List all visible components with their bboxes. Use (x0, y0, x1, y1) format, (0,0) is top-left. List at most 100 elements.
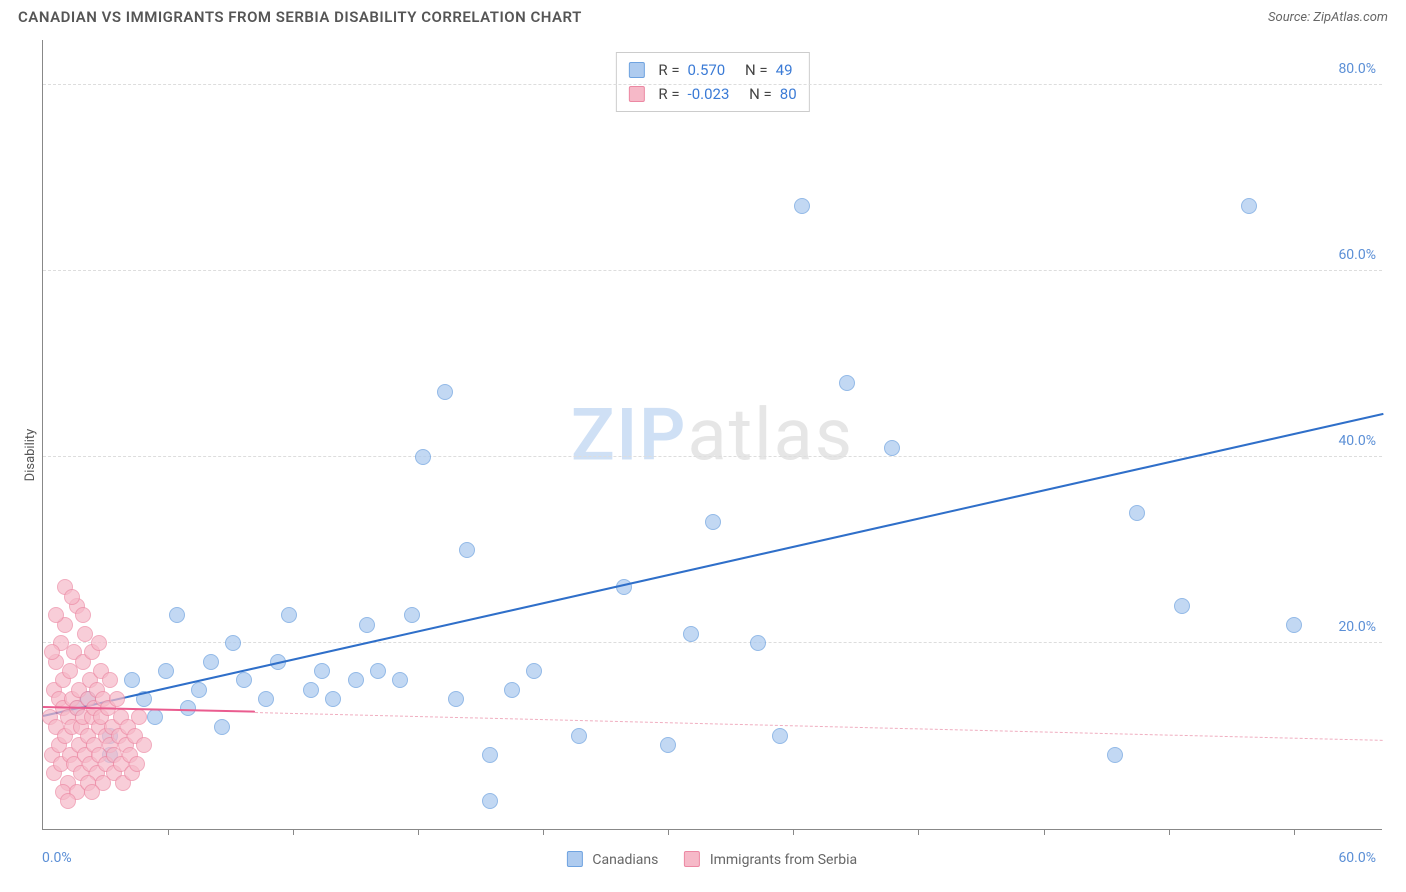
scatter-point (683, 626, 699, 642)
scatter-point (392, 672, 408, 688)
swatch-canadians-icon (628, 62, 644, 78)
plot-area: ZIPatlas R = 0.570 N = 49 R = -0.023 N =… (42, 40, 1382, 830)
scatter-point (314, 663, 330, 679)
scatter-point (750, 635, 766, 651)
scatter-point (136, 737, 152, 753)
scatter-point (203, 654, 219, 670)
swatch-immigrants-icon (684, 851, 700, 867)
scatter-point (1174, 598, 1190, 614)
chart-title: CANADIAN VS IMMIGRANTS FROM SERBIA DISAB… (18, 8, 582, 26)
x-tick (793, 829, 794, 835)
legend-label-immigrants: Immigrants from Serbia (710, 852, 857, 868)
scatter-point (1286, 617, 1302, 633)
scatter-point (370, 663, 386, 679)
scatter-point (236, 672, 252, 688)
chart-header: CANADIAN VS IMMIGRANTS FROM SERBIA DISAB… (0, 0, 1406, 30)
scatter-point (325, 691, 341, 707)
scatter-point (404, 607, 420, 623)
scatter-point (281, 607, 297, 623)
y-axis-label: Disability (23, 429, 38, 482)
scatter-point (482, 793, 498, 809)
swatch-canadians-icon (567, 851, 583, 867)
scatter-point (109, 691, 125, 707)
watermark-atlas: atlas (687, 392, 854, 477)
scatter-point (60, 793, 76, 809)
r-value-immigrants: -0.023 (688, 82, 730, 106)
scatter-point (459, 542, 475, 558)
x-tick (1169, 829, 1170, 835)
r-value-canadians: 0.570 (688, 58, 726, 82)
trend-line (255, 712, 1383, 741)
bottom-legend: Canadians Immigrants from Serbia (567, 851, 857, 868)
watermark: ZIPatlas (571, 392, 854, 477)
scatter-point (571, 728, 587, 744)
swatch-immigrants-icon (628, 86, 644, 102)
scatter-point (75, 607, 91, 623)
scatter-point (64, 589, 80, 605)
y-tick-label: 60.0% (1338, 247, 1376, 263)
stat-row-canadians: R = 0.570 N = 49 (628, 58, 796, 82)
r-label: R = (658, 58, 679, 82)
x-tick (1044, 829, 1045, 835)
scatter-point (504, 682, 520, 698)
x-tick (418, 829, 419, 835)
legend-item-canadians: Canadians (567, 851, 658, 868)
scatter-point (415, 449, 431, 465)
scatter-point (48, 607, 64, 623)
scatter-point (1129, 505, 1145, 521)
gridline (43, 84, 1382, 85)
scatter-point (191, 682, 207, 698)
scatter-point (348, 672, 364, 688)
scatter-point (84, 784, 100, 800)
stat-row-immigrants: R = -0.023 N = 80 (628, 82, 796, 106)
scatter-point (102, 672, 118, 688)
legend-label-canadians: Canadians (592, 852, 658, 868)
scatter-point (482, 747, 498, 763)
x-tick (1294, 829, 1295, 835)
scatter-point (169, 607, 185, 623)
scatter-point (158, 663, 174, 679)
x-origin-label: 0.0% (42, 850, 72, 866)
scatter-point (359, 617, 375, 633)
scatter-point (258, 691, 274, 707)
chart-container: Disability ZIPatlas R = 0.570 N = 49 R =… (0, 30, 1406, 880)
scatter-point (526, 663, 542, 679)
n-label: N = (749, 82, 772, 106)
stat-legend: R = 0.570 N = 49 R = -0.023 N = 80 (615, 52, 809, 112)
scatter-point (448, 691, 464, 707)
y-tick-label: 80.0% (1338, 61, 1376, 77)
x-tick (668, 829, 669, 835)
y-tick-label: 20.0% (1338, 619, 1376, 635)
scatter-point (44, 644, 60, 660)
x-axis-row: 0.0% Canadians Immigrants from Serbia 60… (42, 842, 1382, 872)
gridline (43, 270, 1382, 271)
x-tick (293, 829, 294, 835)
scatter-point (303, 682, 319, 698)
r-label: R = (658, 82, 679, 106)
n-label: N = (745, 58, 768, 82)
x-tick (168, 829, 169, 835)
legend-item-immigrants: Immigrants from Serbia (684, 851, 857, 868)
scatter-point (214, 719, 230, 735)
scatter-point (147, 709, 163, 725)
n-value-immigrants: 80 (780, 82, 797, 106)
scatter-point (225, 635, 241, 651)
scatter-point (839, 375, 855, 391)
scatter-point (437, 384, 453, 400)
x-end-label: 60.0% (1338, 850, 1376, 866)
scatter-point (660, 737, 676, 753)
scatter-point (884, 440, 900, 456)
scatter-point (1107, 747, 1123, 763)
scatter-point (131, 709, 147, 725)
y-tick-label: 40.0% (1338, 433, 1376, 449)
x-tick (918, 829, 919, 835)
scatter-point (705, 514, 721, 530)
watermark-zip: ZIP (571, 392, 687, 477)
scatter-point (129, 756, 145, 772)
scatter-point (1241, 198, 1257, 214)
chart-source: Source: ZipAtlas.com (1268, 10, 1388, 25)
scatter-point (124, 672, 140, 688)
x-tick (543, 829, 544, 835)
scatter-point (794, 198, 810, 214)
n-value-canadians: 49 (776, 58, 793, 82)
